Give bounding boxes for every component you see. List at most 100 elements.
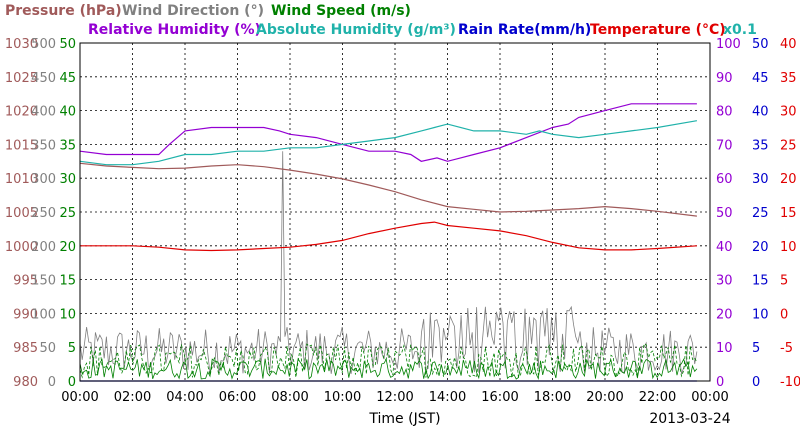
x-tick-label: 14:00	[429, 390, 466, 405]
y-tick-wind-direction: 100	[31, 307, 56, 322]
y-tick-rain-rate: 0	[752, 375, 760, 390]
y-tick-humidity: 60	[716, 172, 733, 187]
y-tick-rain-rate: 20	[752, 240, 769, 255]
y-tick-pressure: 1005	[5, 206, 38, 221]
y-tick-temperature: 0	[780, 307, 788, 322]
y-tick-rain-rate: 35	[752, 138, 769, 153]
y-tick-humidity: 40	[716, 240, 733, 255]
x-tick-label: 16:00	[481, 390, 518, 405]
y-tick-wind-direction: 150	[31, 274, 56, 289]
y-tick-temperature: 15	[780, 206, 797, 221]
y-tick-wind-speed: 50	[59, 37, 76, 52]
y-tick-rain-rate: 50	[752, 37, 769, 52]
x-tick-label: 00:00	[61, 390, 98, 405]
series-pressure-a05a5a	[79, 162, 697, 217]
y-tick-temperature: 20	[780, 172, 797, 187]
x-tick-label: 12:00	[376, 390, 413, 405]
y-tick-rain-rate: 45	[752, 71, 769, 86]
y-tick-rain-rate: 10	[752, 307, 769, 322]
legend-wind-direction: Wind Direction (°)	[122, 3, 264, 19]
legend-temperature: Temperature (°C)	[590, 22, 726, 38]
y-tick-wind-speed: 40	[59, 105, 76, 120]
y-tick-pressure: 1010	[5, 172, 38, 187]
y-tick-temperature: 40	[780, 37, 797, 52]
y-tick-humidity: 20	[716, 307, 733, 322]
y-tick-humidity: 70	[716, 138, 733, 153]
y-tick-pressure: 1020	[5, 105, 38, 120]
legend-relative-humidity: Relative Humidity (%)	[88, 22, 261, 38]
grid	[80, 43, 710, 381]
plot-frame	[79, 42, 711, 382]
x-tick-label: 10:00	[324, 390, 361, 405]
x-tick-label: 06:00	[219, 390, 256, 405]
y-tick-wind-direction: 500	[31, 37, 56, 52]
y-tick-temperature: 5	[780, 274, 788, 289]
series-temperature-e00000	[80, 221, 697, 252]
y-tick-temperature: -10	[780, 375, 800, 390]
y-tick-pressure: 985	[13, 341, 38, 356]
y-tick-pressure: 990	[13, 307, 38, 322]
y-tick-pressure: 980	[13, 375, 38, 390]
y-tick-wind-speed: 15	[59, 274, 76, 289]
y-tick-temperature: 30	[780, 105, 797, 120]
series-layer	[79, 103, 698, 382]
y-tick-wind-speed: 30	[59, 172, 76, 187]
y-tick-humidity: 50	[716, 206, 733, 221]
y-tick-humidity: 90	[716, 71, 733, 86]
legend-absolute-humidity: Absolute Humidity (g/m³)	[256, 22, 456, 38]
y-tick-humidity: 80	[716, 105, 733, 120]
y-tick-wind-speed: 5	[68, 341, 76, 356]
y-tick-humidity: 0	[716, 375, 724, 390]
legend-pressure: Pressure (hPa)	[5, 3, 122, 19]
y-tick-temperature: 10	[780, 240, 797, 255]
x-axis-label: Time (JST)	[368, 411, 440, 427]
y-tick-humidity: 30	[716, 274, 733, 289]
y-tick-pressure: 1025	[5, 71, 38, 86]
y-tick-temperature: -5	[780, 341, 793, 356]
x-tick-label: 22:00	[639, 390, 676, 405]
y-tick-wind-speed: 20	[59, 240, 76, 255]
y-tick-temperature: 25	[780, 138, 797, 153]
x-tick-label: 02:00	[114, 390, 151, 405]
y-tick-pressure: 1030	[5, 37, 38, 52]
x-axis: 00:00 02:00 04:00 06:00 08:00 10:00 12:00 14:00…	[61, 390, 728, 405]
series-wind-speed-max	[79, 343, 698, 379]
x-tick-label: 08:00	[271, 390, 308, 405]
y-tick-humidity: 100	[716, 37, 741, 52]
legend-rain-rate: Rain Rate(mm/h)	[458, 22, 591, 38]
y-tick-rain-rate: 15	[752, 274, 769, 289]
date-label: 2013-03-24	[649, 411, 730, 427]
y-tick-wind-speed: 25	[59, 206, 76, 221]
series-humidity-20b2aa	[79, 120, 698, 166]
y-tick-rain-rate: 25	[752, 206, 769, 221]
y-tick-wind-speed: 35	[59, 138, 76, 153]
y-tick-wind-direction: 200	[31, 240, 56, 255]
y-tick-wind-direction: 350	[31, 138, 56, 153]
y-tick-temperature: 35	[780, 71, 797, 86]
y-tick-wind-direction: 300	[31, 172, 56, 187]
legend-wind-speed: Wind Speed (m/s)	[271, 3, 411, 19]
y-tick-wind-direction: 450	[31, 71, 56, 86]
y-tick-pressure: 1015	[5, 138, 38, 153]
y-axes: 1030102510201015101010051000995990985980…	[5, 37, 800, 390]
y-tick-humidity: 10	[716, 341, 733, 356]
series-wind-speed	[79, 357, 698, 380]
y-tick-pressure: 1000	[5, 240, 38, 255]
series-humidity-9400d3	[79, 103, 697, 162]
x-tick-label: 04:00	[166, 390, 203, 405]
y-tick-pressure: 995	[13, 274, 38, 289]
y-tick-wind-speed: 0	[68, 375, 76, 390]
y-tick-rain-rate: 30	[752, 172, 769, 187]
y-tick-rain-rate: 5	[752, 341, 760, 356]
y-tick-wind-direction: 250	[31, 206, 56, 221]
y-tick-rain-rate: 40	[752, 105, 769, 120]
y-tick-wind-speed: 45	[59, 71, 76, 86]
x-tick-label: 00:00	[691, 390, 728, 405]
x01-label: x0.1	[723, 22, 757, 38]
x-tick-label: 18:00	[534, 390, 571, 405]
y-tick-wind-speed: 10	[59, 307, 76, 322]
y-tick-wind-direction: 400	[31, 105, 56, 120]
y-tick-wind-direction: 50	[39, 341, 56, 356]
